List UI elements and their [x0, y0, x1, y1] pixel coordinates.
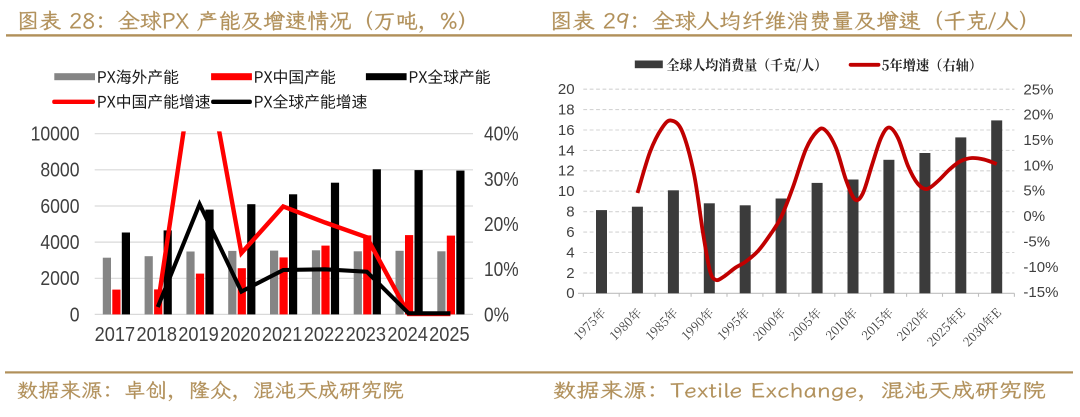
svg-text:-10%: -10% — [1023, 259, 1058, 276]
svg-text:2024: 2024 — [387, 324, 428, 346]
svg-text:6000: 6000 — [40, 195, 79, 217]
svg-text:2: 2 — [566, 265, 574, 282]
svg-text:6: 6 — [566, 224, 574, 241]
svg-text:5%: 5% — [1023, 183, 1045, 200]
svg-text:2023: 2023 — [346, 324, 386, 346]
svg-text:10%: 10% — [484, 258, 519, 280]
svg-text:4: 4 — [566, 244, 574, 261]
svg-text:20: 20 — [558, 81, 575, 98]
svg-text:2019: 2019 — [178, 324, 218, 346]
svg-text:0%: 0% — [484, 303, 509, 325]
svg-text:0: 0 — [566, 285, 574, 302]
svg-text:-5%: -5% — [1023, 234, 1050, 251]
svg-text:15%: 15% — [1023, 132, 1053, 149]
svg-text:30%: 30% — [484, 168, 519, 190]
svg-text:14: 14 — [558, 142, 575, 159]
svg-text:16: 16 — [558, 122, 575, 139]
svg-text:2025: 2025 — [429, 324, 469, 346]
svg-text:10000: 10000 — [31, 123, 80, 145]
svg-text:2020: 2020 — [220, 324, 260, 346]
svg-text:18: 18 — [558, 102, 575, 119]
svg-text:12: 12 — [558, 163, 575, 180]
svg-text:4000: 4000 — [40, 231, 79, 253]
svg-text:2021: 2021 — [262, 324, 302, 346]
svg-text:-15%: -15% — [1023, 284, 1058, 301]
svg-text:8000: 8000 — [40, 159, 79, 181]
svg-text:10%: 10% — [1023, 157, 1053, 174]
svg-text:2022: 2022 — [304, 324, 344, 346]
svg-text:10: 10 — [558, 183, 575, 200]
svg-text:0: 0 — [70, 303, 80, 325]
svg-text:25%: 25% — [1023, 81, 1053, 98]
svg-text:2000: 2000 — [40, 267, 79, 289]
svg-text:0%: 0% — [1023, 208, 1045, 225]
svg-text:8: 8 — [566, 204, 574, 221]
svg-text:20%: 20% — [484, 213, 519, 235]
svg-text:20%: 20% — [1023, 107, 1053, 124]
svg-text:40%: 40% — [484, 122, 519, 144]
svg-text:2018: 2018 — [136, 324, 176, 346]
svg-text:2017: 2017 — [95, 324, 135, 346]
